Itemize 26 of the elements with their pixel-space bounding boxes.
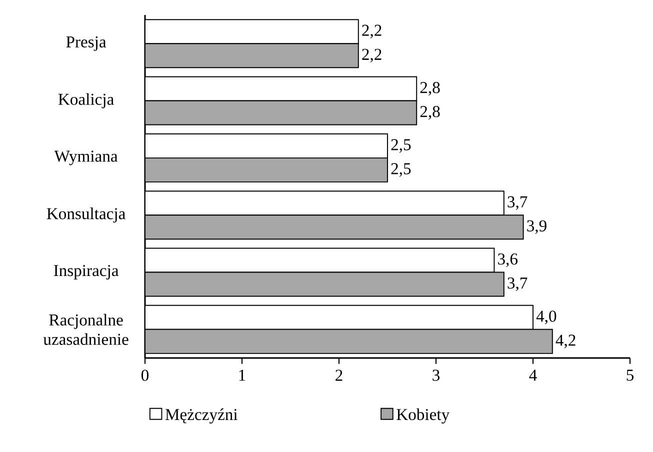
y-tick-label: Racjonalne uzasadnienie xyxy=(43,314,128,345)
x-tick-label: 4 xyxy=(529,370,537,381)
y-tick-label: Konsultacja xyxy=(46,208,126,223)
x-tick-label: 1 xyxy=(239,370,246,381)
x-tick-label: 5 xyxy=(626,370,634,381)
data-label: 3,9 xyxy=(527,220,546,234)
data-label: 2,2 xyxy=(362,24,382,38)
data-label: 2,5 xyxy=(391,139,411,153)
y-tick-label: Koalicja xyxy=(58,93,114,108)
legend-label: Kobiety xyxy=(396,408,450,424)
x-tick-label: 3 xyxy=(432,370,440,381)
data-label: 2,8 xyxy=(420,82,440,96)
data-label: 2,5 xyxy=(391,163,411,177)
data-label: 4,0 xyxy=(536,310,556,324)
y-tick-label: Presja xyxy=(66,36,106,51)
data-label: 2,8 xyxy=(420,106,440,120)
data-label: 4,2 xyxy=(556,334,576,348)
data-label: 3,7 xyxy=(508,277,528,292)
x-tick-label: 2 xyxy=(336,370,342,381)
data-label: 2,2 xyxy=(362,48,382,62)
data-label: 3,6 xyxy=(498,253,518,268)
y-tick-label: Inspiracja xyxy=(54,264,119,280)
legend-label: Mężczyźni xyxy=(165,408,238,424)
x-tick-label: 0 xyxy=(141,370,149,381)
y-tick-label: Wymiana xyxy=(54,150,118,166)
data-label: 3,7 xyxy=(508,196,528,210)
